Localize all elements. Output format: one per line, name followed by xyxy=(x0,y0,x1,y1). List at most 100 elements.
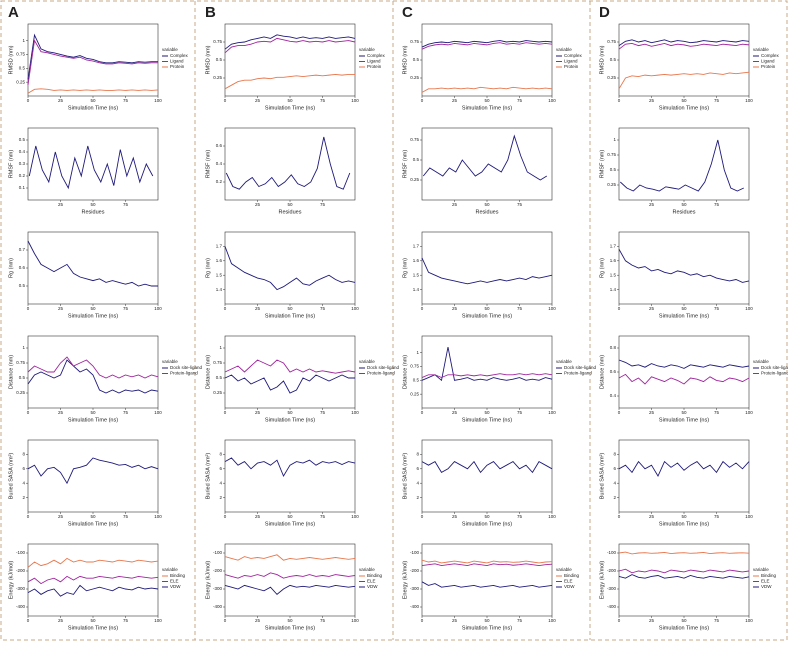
x-tick-label: 25 xyxy=(452,514,458,519)
x-tick-label: 0 xyxy=(421,618,424,623)
series-line xyxy=(224,34,356,50)
x-tick-label: 50 xyxy=(90,202,96,207)
x-tick-label: 50 xyxy=(484,410,490,415)
x-axis-label: Simulation Time (ns) xyxy=(659,521,709,527)
legend-label: Dock site-ligand xyxy=(170,365,203,370)
y-tick-label: 0.3 xyxy=(19,161,26,166)
y-tick-label: 0.75 xyxy=(213,360,222,365)
y-tick-label: 8 xyxy=(22,452,25,457)
y-tick-label: 0.25 xyxy=(607,75,616,80)
y-axis-label: Buried SASA (nm²) xyxy=(402,453,408,500)
x-tick-label: 100 xyxy=(154,514,162,519)
series-line xyxy=(224,73,355,90)
x-tick-label: 75 xyxy=(517,410,523,415)
series-line xyxy=(421,346,553,382)
x-tick-label: 100 xyxy=(351,306,359,311)
y-tick-label: 0.25 xyxy=(16,79,25,84)
y-tick-label: 1 xyxy=(22,345,25,350)
y-tick-label: 0.5 xyxy=(216,57,223,62)
y-tick-label: 1.5 xyxy=(610,272,617,277)
series-line xyxy=(224,37,356,54)
x-tick-label: 75 xyxy=(123,98,129,103)
y-tick-label: 1.4 xyxy=(216,287,223,292)
y-axis-label: Distance (nm) xyxy=(8,355,14,389)
x-tick-label: 75 xyxy=(714,618,720,623)
x-tick-label: 75 xyxy=(714,410,720,415)
x-tick-label: 50 xyxy=(287,202,293,207)
plot-frame xyxy=(421,23,553,97)
y-tick-label: -200 xyxy=(16,568,26,573)
x-axis-label: Residues xyxy=(476,209,499,215)
x-tick-label: 75 xyxy=(517,514,523,519)
x-tick-label: 75 xyxy=(320,98,326,103)
legend-label: Protein xyxy=(761,64,776,69)
x-axis-label: Simulation Time (ns) xyxy=(659,313,709,319)
x-tick-label: 100 xyxy=(351,514,359,519)
y-axis-label: Rg (nm) xyxy=(8,258,14,278)
x-tick-label: 0 xyxy=(421,410,424,415)
x-tick-label: 25 xyxy=(255,410,261,415)
y-tick-label: 4 xyxy=(22,480,25,485)
x-tick-label: 0 xyxy=(421,306,424,311)
series-line xyxy=(618,39,750,46)
x-tick-label: 25 xyxy=(255,618,261,623)
x-tick-label: 100 xyxy=(154,410,162,415)
series-line xyxy=(27,557,159,568)
legend-label: Complex xyxy=(367,53,386,58)
y-tick-label: -400 xyxy=(16,604,26,609)
legend-label: Protein xyxy=(367,64,382,69)
legend-title: variable xyxy=(753,359,769,364)
legend-label: Dock site-ligand xyxy=(761,365,788,370)
y-tick-label: 2 xyxy=(22,495,25,500)
x-tick-label: 25 xyxy=(255,514,261,519)
y-tick-label: 0.5 xyxy=(413,377,420,382)
panel-label: C xyxy=(402,4,413,21)
panel-label: D xyxy=(599,4,610,21)
x-tick-label: 75 xyxy=(714,514,720,519)
x-tick-label: 25 xyxy=(452,618,458,623)
x-tick-label: 25 xyxy=(452,306,458,311)
x-tick-label: 100 xyxy=(548,306,556,311)
x-tick-label: 25 xyxy=(649,202,655,207)
y-tick-label: -200 xyxy=(607,568,617,573)
x-tick-label: 50 xyxy=(90,514,96,519)
y-tick-label: 0.5 xyxy=(19,65,26,70)
x-tick-label: 25 xyxy=(58,202,64,207)
y-tick-label: 0.75 xyxy=(16,52,25,57)
x-tick-label: 75 xyxy=(123,410,129,415)
series-line xyxy=(27,584,159,597)
plot-frame xyxy=(618,23,750,97)
x-tick-label: 25 xyxy=(58,410,64,415)
y-axis-label: RMSF (nm) xyxy=(8,150,14,179)
legend-label: Binding xyxy=(367,573,383,578)
x-tick-label: 50 xyxy=(484,618,490,623)
x-tick-label: 25 xyxy=(255,98,261,103)
legend-label: Complex xyxy=(761,53,780,58)
x-tick-label: 75 xyxy=(517,618,523,623)
series-line xyxy=(421,257,553,285)
y-tick-label: 0.6 xyxy=(19,265,26,270)
x-tick-label: 50 xyxy=(484,306,490,311)
legend-label: Complex xyxy=(564,53,583,58)
x-tick-label: 0 xyxy=(224,98,227,103)
x-tick-label: 100 xyxy=(154,98,162,103)
x-axis-label: Simulation Time (ns) xyxy=(265,521,315,527)
legend-label: Ligand xyxy=(564,59,578,64)
y-tick-label: 1.4 xyxy=(413,287,420,292)
legend-title: variable xyxy=(359,567,375,572)
x-tick-label: 75 xyxy=(320,514,326,519)
y-tick-label: 1.6 xyxy=(413,258,420,263)
x-tick-label: 0 xyxy=(224,306,227,311)
x-tick-label: 75 xyxy=(320,306,326,311)
y-tick-label: -100 xyxy=(213,550,223,555)
x-axis-label: Simulation Time (ns) xyxy=(68,521,118,527)
y-tick-label: 0.25 xyxy=(16,390,25,395)
y-tick-label: 0.6 xyxy=(610,369,617,374)
y-axis-label: Distance (nm) xyxy=(599,355,605,389)
y-tick-label: 4 xyxy=(613,480,616,485)
x-tick-label: 0 xyxy=(224,514,227,519)
plot-frame xyxy=(618,335,750,409)
x-axis-label: Simulation Time (ns) xyxy=(265,625,315,631)
legend-label: Protein-ligand xyxy=(367,371,395,376)
x-tick-label: 50 xyxy=(287,306,293,311)
